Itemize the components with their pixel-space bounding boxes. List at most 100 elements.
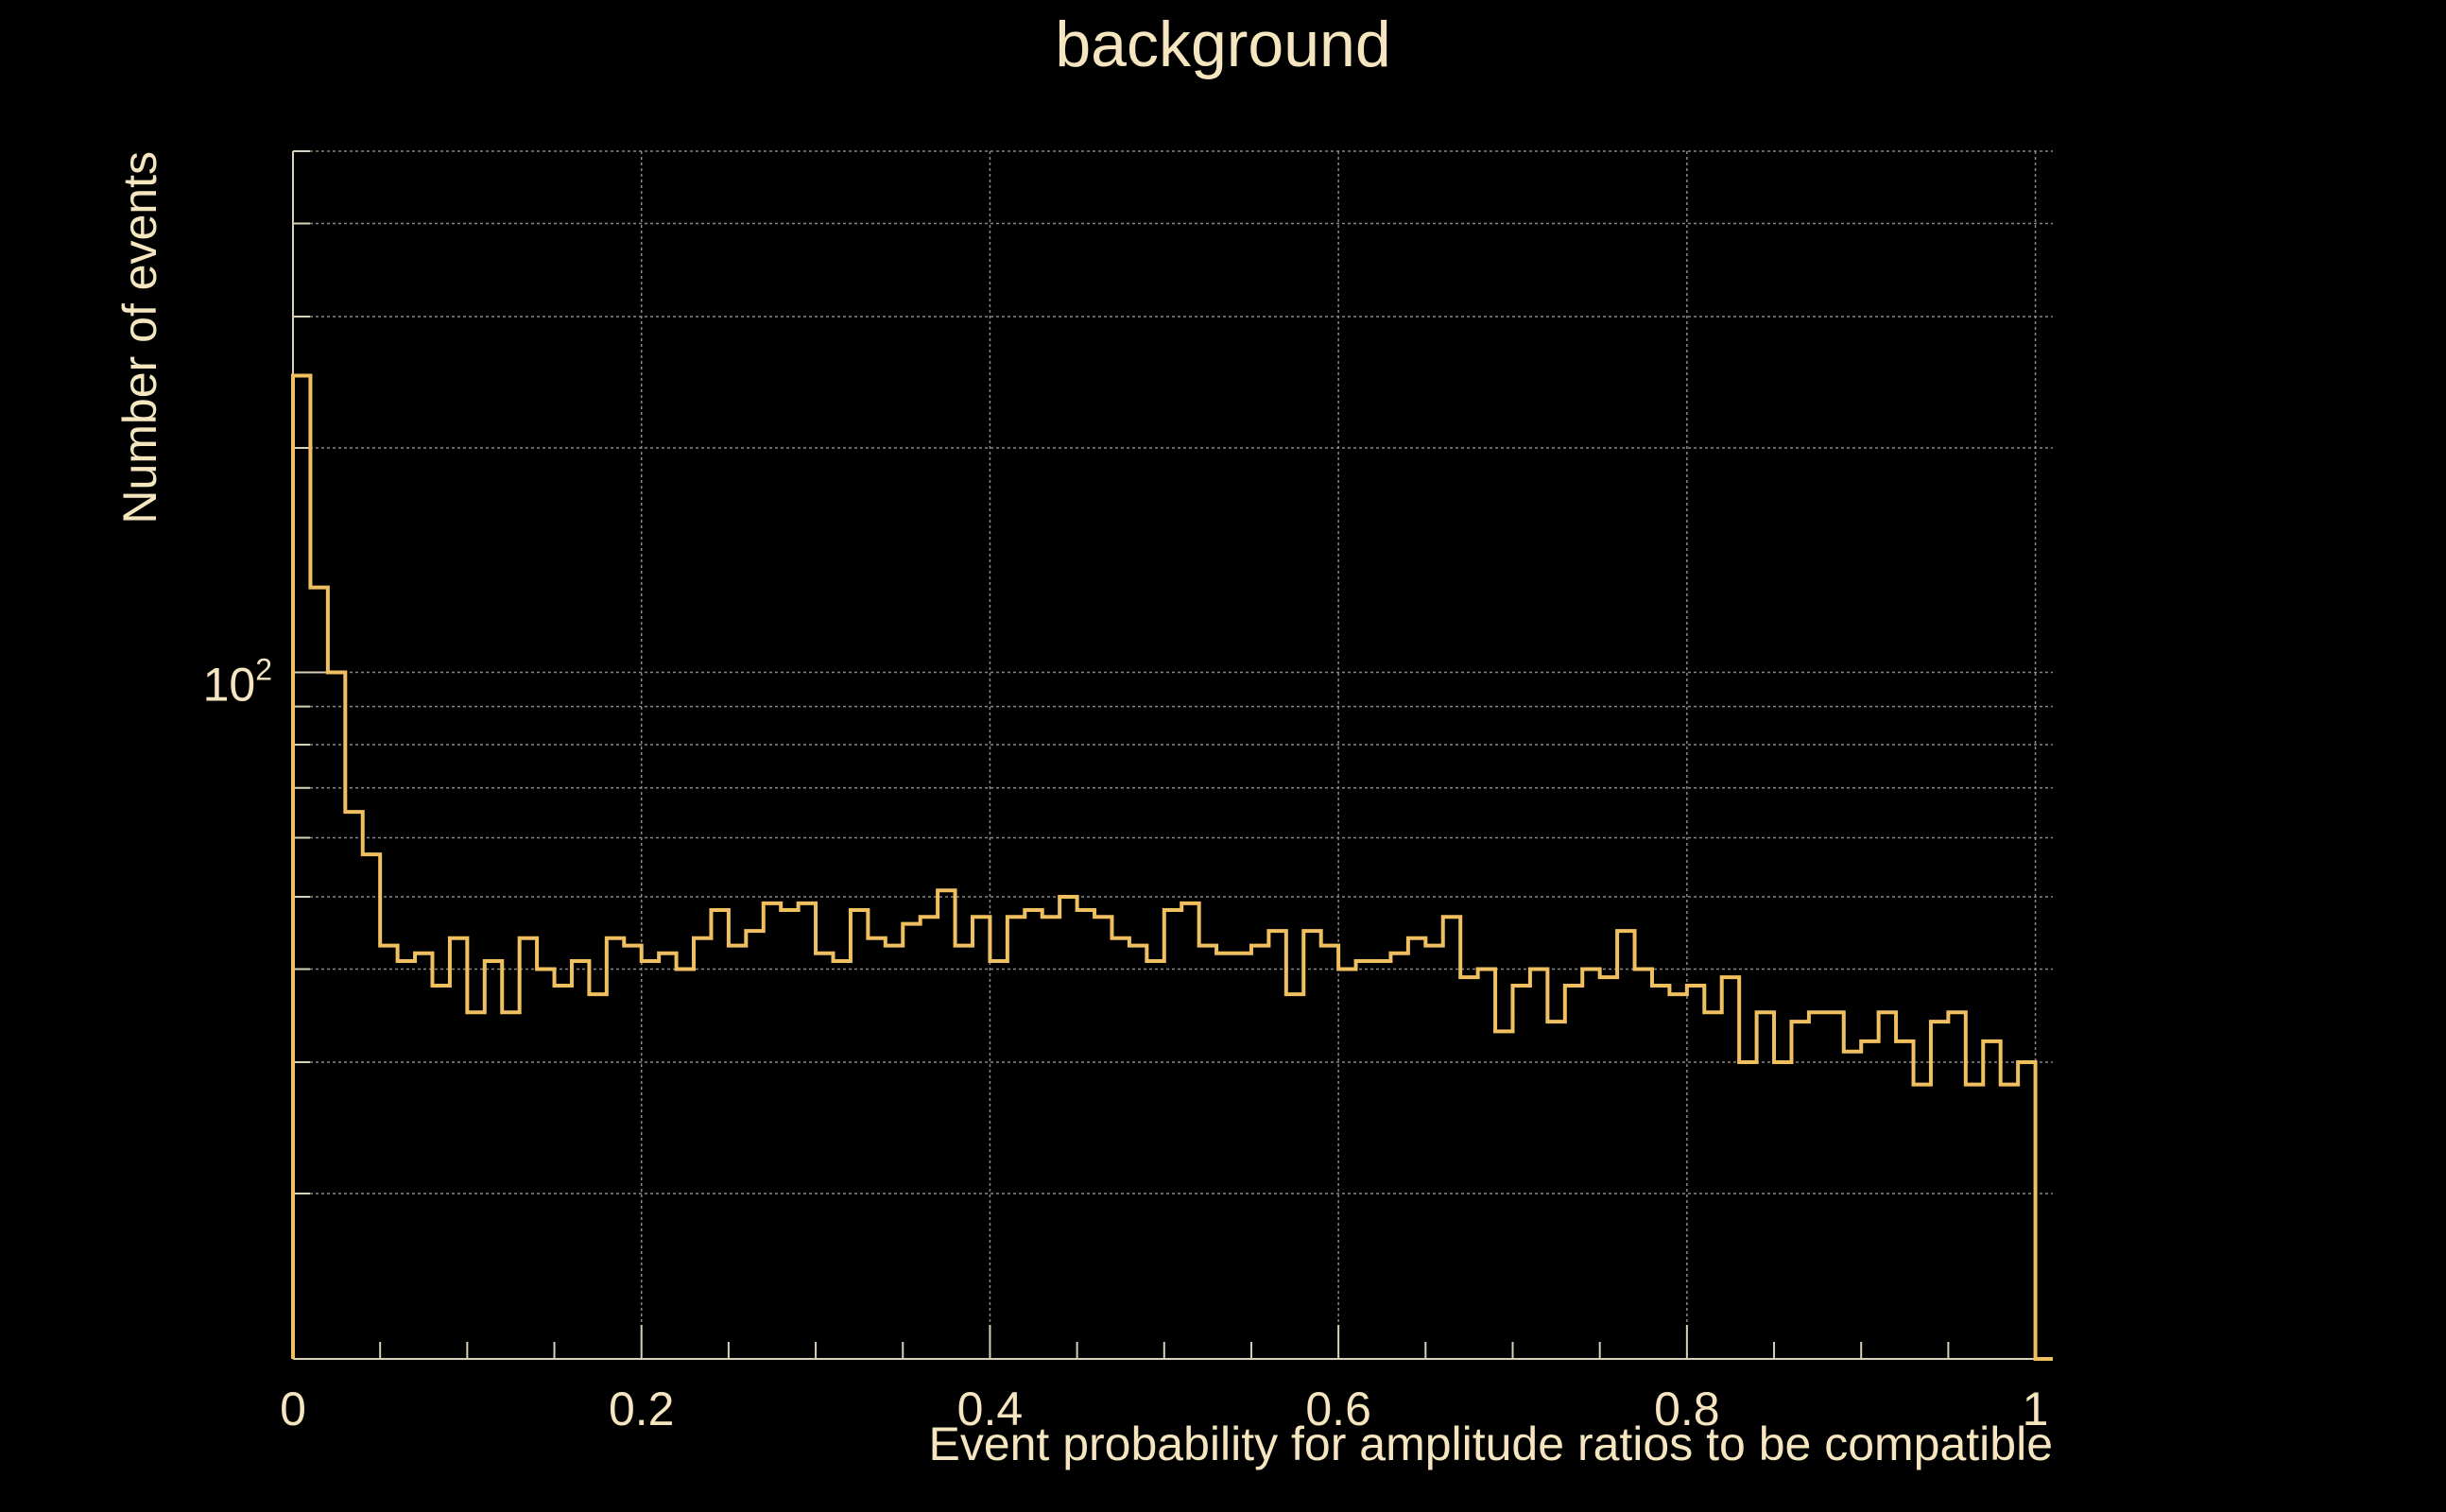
histogram-bin	[467, 1012, 484, 1359]
histogram-bin	[1077, 910, 1094, 1359]
histogram-bin	[345, 812, 362, 1359]
histogram-bin	[1983, 1041, 2000, 1359]
histogram-bin	[1652, 986, 1669, 1359]
histogram-bin	[1303, 931, 1320, 1359]
histogram-bin	[1600, 977, 1617, 1359]
histogram-bin	[572, 961, 589, 1359]
histogram-bin	[1617, 931, 1634, 1359]
histogram-bin	[502, 1012, 519, 1359]
tick-labels: 0 0.2 0.4 0.6 0.8 1 102	[203, 652, 2049, 1435]
histogram-bin	[764, 903, 781, 1359]
histogram-bin	[1338, 969, 1355, 1359]
tick-marks	[292, 150, 2037, 1359]
histogram-bin	[450, 938, 467, 1359]
histogram-bin	[1059, 897, 1077, 1359]
histogram-bin	[1966, 1085, 1983, 1359]
histogram-bin	[1356, 961, 1373, 1359]
histogram-bin	[589, 994, 606, 1359]
histogram-bin	[834, 961, 851, 1359]
histogram-bin	[363, 854, 380, 1359]
histogram-bin	[1025, 910, 1042, 1359]
histogram-bin	[1008, 917, 1025, 1359]
histogram-bin	[1408, 938, 1425, 1359]
histogram-series-line	[291, 373, 2053, 1361]
histogram-bin	[956, 946, 973, 1359]
histogram-bin	[1234, 954, 1251, 1359]
histogram-bin	[1512, 986, 1529, 1359]
histogram-bin	[1390, 954, 1407, 1359]
histogram-bin	[1687, 986, 1704, 1359]
x-tick-label: 0.2	[609, 1383, 675, 1435]
histogram-bin	[799, 903, 816, 1359]
histogram-bin	[1181, 903, 1198, 1359]
series-layer	[291, 373, 2053, 1361]
histogram-bin	[816, 954, 833, 1359]
histogram-bin	[1774, 1062, 1791, 1359]
histogram-bin	[520, 938, 537, 1359]
histogram-bin	[1146, 961, 1163, 1359]
histogram-bin	[1565, 986, 1582, 1359]
histogram-bin	[1042, 917, 1059, 1359]
histogram-bin	[1199, 946, 1216, 1359]
histogram-bin	[973, 917, 990, 1359]
histogram-bin	[1739, 1062, 1756, 1359]
histogram-bin	[1931, 1022, 1948, 1359]
histogram-bin	[1251, 946, 1268, 1359]
histogram-bin	[432, 986, 449, 1359]
histogram-bin	[1216, 954, 1233, 1359]
histogram-bin	[1582, 969, 1599, 1359]
grid-lines	[293, 150, 2053, 1359]
histogram-bin	[328, 672, 345, 1359]
histogram-bin	[1757, 1012, 1774, 1359]
histogram-bin	[624, 946, 641, 1359]
histogram-bin	[398, 961, 415, 1359]
histogram-bin	[938, 890, 955, 1359]
histogram-bin	[851, 910, 868, 1359]
histogram-bin	[537, 969, 554, 1359]
histogram-bin	[1111, 938, 1128, 1359]
histogram-bin	[1722, 977, 1739, 1359]
histogram-bin	[729, 946, 746, 1359]
histogram-bin	[1268, 931, 1285, 1359]
histogram-bin	[1321, 946, 1338, 1359]
histogram-bin	[677, 969, 694, 1359]
histogram-bin	[659, 954, 676, 1359]
histogram-bin	[1443, 917, 1460, 1359]
histogram-bin	[1669, 994, 1686, 1359]
histogram-bin	[1791, 1022, 1808, 1359]
y-tick-label: 102	[203, 652, 272, 711]
histogram-bin	[1460, 977, 1477, 1359]
x-axis-label: Event probability for amplitude ratios t…	[928, 1418, 2053, 1470]
histogram-bin	[694, 938, 711, 1359]
histogram-bin	[903, 924, 920, 1359]
histogram-bin	[1704, 1012, 1721, 1359]
histogram-bin	[485, 961, 502, 1359]
histogram-bin	[1425, 946, 1442, 1359]
x-tick-label: 0	[280, 1383, 306, 1435]
histogram-bin	[1478, 969, 1495, 1359]
histogram-bin	[380, 946, 397, 1359]
chart-title: background	[1055, 9, 1391, 80]
histogram-bin	[990, 961, 1007, 1359]
x-tick-label: 0.6	[1305, 1383, 1371, 1435]
histogram-bin	[1861, 1041, 1878, 1359]
histogram-bin	[1826, 1012, 1843, 1359]
histogram-bin	[1896, 1041, 1913, 1359]
histogram-bin	[1129, 946, 1146, 1359]
histogram-bin	[1809, 1012, 1826, 1359]
y-axis-label: Number of events	[113, 151, 166, 524]
histogram-bin	[1286, 994, 1303, 1359]
histogram-bin	[1547, 1022, 1564, 1359]
histogram-bin	[1844, 1052, 1861, 1359]
histogram-bin	[868, 938, 885, 1359]
histogram-bin	[1879, 1012, 1896, 1359]
histogram-bin	[1373, 961, 1390, 1359]
histogram-bin	[886, 946, 903, 1359]
histogram-bin	[1948, 1012, 1965, 1359]
x-tick-label: 0.8	[1654, 1383, 1720, 1435]
histogram-bin	[310, 588, 327, 1359]
histogram-bin	[746, 931, 763, 1359]
histogram-bin	[415, 954, 432, 1359]
histogram-bin	[781, 910, 798, 1359]
